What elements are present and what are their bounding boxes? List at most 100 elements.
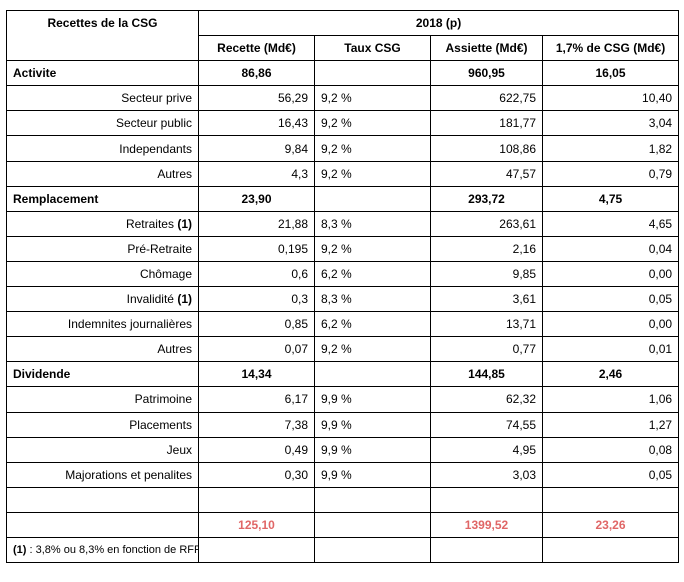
recette-cell: 9,84 [198,135,315,162]
col-header-csg17: 1,7% de CSG (Md€) [541,35,680,62]
row-label-cell: Jeux [6,436,199,463]
csg17-cell: 1,06 [541,386,680,413]
row-label: Autres [157,166,192,181]
recette-cell: 0,3 [198,286,315,313]
assiette-cell: 3,03 [430,461,543,488]
table-row: Autres 0,07 9,2 % 0,77 0,01 [6,336,680,363]
row-label-cell: Invalidité (1) [6,286,199,313]
table-row: Indemnites journalières 0,85 6,2 % 13,71 0,0… [6,311,680,338]
table-row: Invalidité (1) 0,3 8,3 % 3,61 0,05 [6,286,680,313]
recette-cell: 56,29 [198,85,315,112]
table-row: Secteur prive 56,29 9,2 % 622,75 10,40 [6,85,680,112]
taux-cell: 9,9 % [314,411,431,438]
assiette-cell: 9,85 [430,260,543,288]
row-label-cell: Pré-Retraite [6,235,199,262]
taux-cell [314,361,431,388]
assiette-cell: 0,77 [430,336,543,363]
group-row: Remplacement 23,90 293,72 4,75 [6,185,680,212]
taux-cell: 9,9 % [314,461,431,488]
assiette-cell: 47,57 [430,160,543,187]
total-recette: 125,10 [198,511,315,538]
taux-cell: 9,2 % [314,160,431,187]
assiette-cell: 3,61 [430,286,543,313]
row-label-cell: Majorations et penalites [6,461,199,488]
row-label: Pré-Retraite [127,241,192,256]
csg17-cell: 3,04 [541,110,680,137]
recette-cell: 0,6 [198,260,315,288]
taux-cell: 6,2 % [314,260,431,288]
assiette-cell: 263,61 [430,210,543,237]
empty-cell [430,486,543,513]
csg17-cell: 0,05 [541,286,680,313]
col-header-assiette: Assiette (Md€) [430,35,543,62]
table-row: Majorations et penalites 0,30 9,9 % 3,03 0,0… [6,461,680,488]
row-label: Indemnites journalières [67,317,192,332]
table-row: Jeux 0,49 9,9 % 4,95 0,08 [6,436,680,463]
taux-cell: 9,2 % [314,235,431,262]
assiette-cell: 622,75 [430,85,543,112]
totals-row: 125,10 1399,52 23,26 [6,511,680,538]
footnote-marker: (1) [177,292,192,307]
assiette-cell: 2,16 [430,235,543,262]
empty-cell [541,536,680,564]
row-label: Majorations et penalites [65,467,192,482]
taux-cell: 9,2 % [314,85,431,112]
row-label-cell: Patrimoine [6,386,199,413]
group-row: Dividende 14,34 144,85 2,46 [6,361,680,388]
recette-cell: 16,43 [198,110,315,137]
empty-row [6,486,680,513]
group-label: Remplacement [6,185,199,212]
total-csg17: 23,26 [541,511,680,538]
table-title: Recettes de la CSG [6,9,199,62]
recette-cell: 0,30 [198,461,315,488]
row-label: Autres [157,342,192,357]
footnote-marker: (1) [177,216,192,231]
assiette-cell: 74,55 [430,411,543,438]
row-label: Independants [119,141,192,156]
total-assiette: 1399,52 [430,511,543,538]
assiette-cell: 108,86 [430,135,543,162]
row-label-cell: Retraites (1) [6,210,199,237]
taux-cell [314,185,431,212]
recette-cell: 86,86 [198,60,315,87]
empty-cell [6,486,199,513]
footnote-row: (1) : 3,8% ou 8,3% en fonction de RFR [6,536,680,564]
assiette-cell: 62,32 [430,386,543,413]
csg17-cell: 0,00 [541,260,680,288]
empty-cell [430,536,543,564]
csg17-cell: 0,05 [541,461,680,488]
csg17-cell: 4,75 [541,185,680,212]
csg17-cell: 0,01 [541,336,680,363]
recette-cell: 14,34 [198,361,315,388]
recette-cell: 7,38 [198,411,315,438]
row-label-cell: Placements [6,411,199,438]
header-row-1: Recettes de la CSG 2018 (p) [6,9,680,62]
table-row: Chômage 0,6 6,2 % 9,85 0,00 [6,260,680,288]
empty-cell [198,536,315,564]
csg17-cell: 0,00 [541,311,680,338]
row-label-cell: Autres [6,160,199,187]
row-label: Jeux [166,442,192,457]
table-row: Pré-Retraite 0,195 9,2 % 2,16 0,04 [6,235,680,262]
recette-cell: 23,90 [198,185,315,212]
row-label-cell: Chômage [6,260,199,288]
csg17-cell: 16,05 [541,60,680,87]
col-header-recette: Recette (Md€) [198,35,315,62]
row-label-cell: Secteur prive [6,85,199,112]
group-label: Dividende [6,361,199,388]
assiette-cell: 13,71 [430,311,543,338]
footnote-marker: (1) [13,544,27,557]
taux-cell: 9,2 % [314,336,431,363]
table-row: Patrimoine 6,17 9,9 % 62,32 1,06 [6,386,680,413]
recette-cell: 6,17 [198,386,315,413]
table-row: Placements 7,38 9,9 % 74,55 1,27 [6,411,680,438]
assiette-cell: 144,85 [430,361,543,388]
csg17-cell: 1,27 [541,411,680,438]
empty-cell [541,486,680,513]
recette-cell: 4,3 [198,160,315,187]
total-taux-cell [314,511,431,538]
csg17-cell: 0,08 [541,436,680,463]
group-row: Activite 86,86 960,95 16,05 [6,60,680,87]
csg17-cell: 2,46 [541,361,680,388]
assiette-cell: 4,95 [430,436,543,463]
